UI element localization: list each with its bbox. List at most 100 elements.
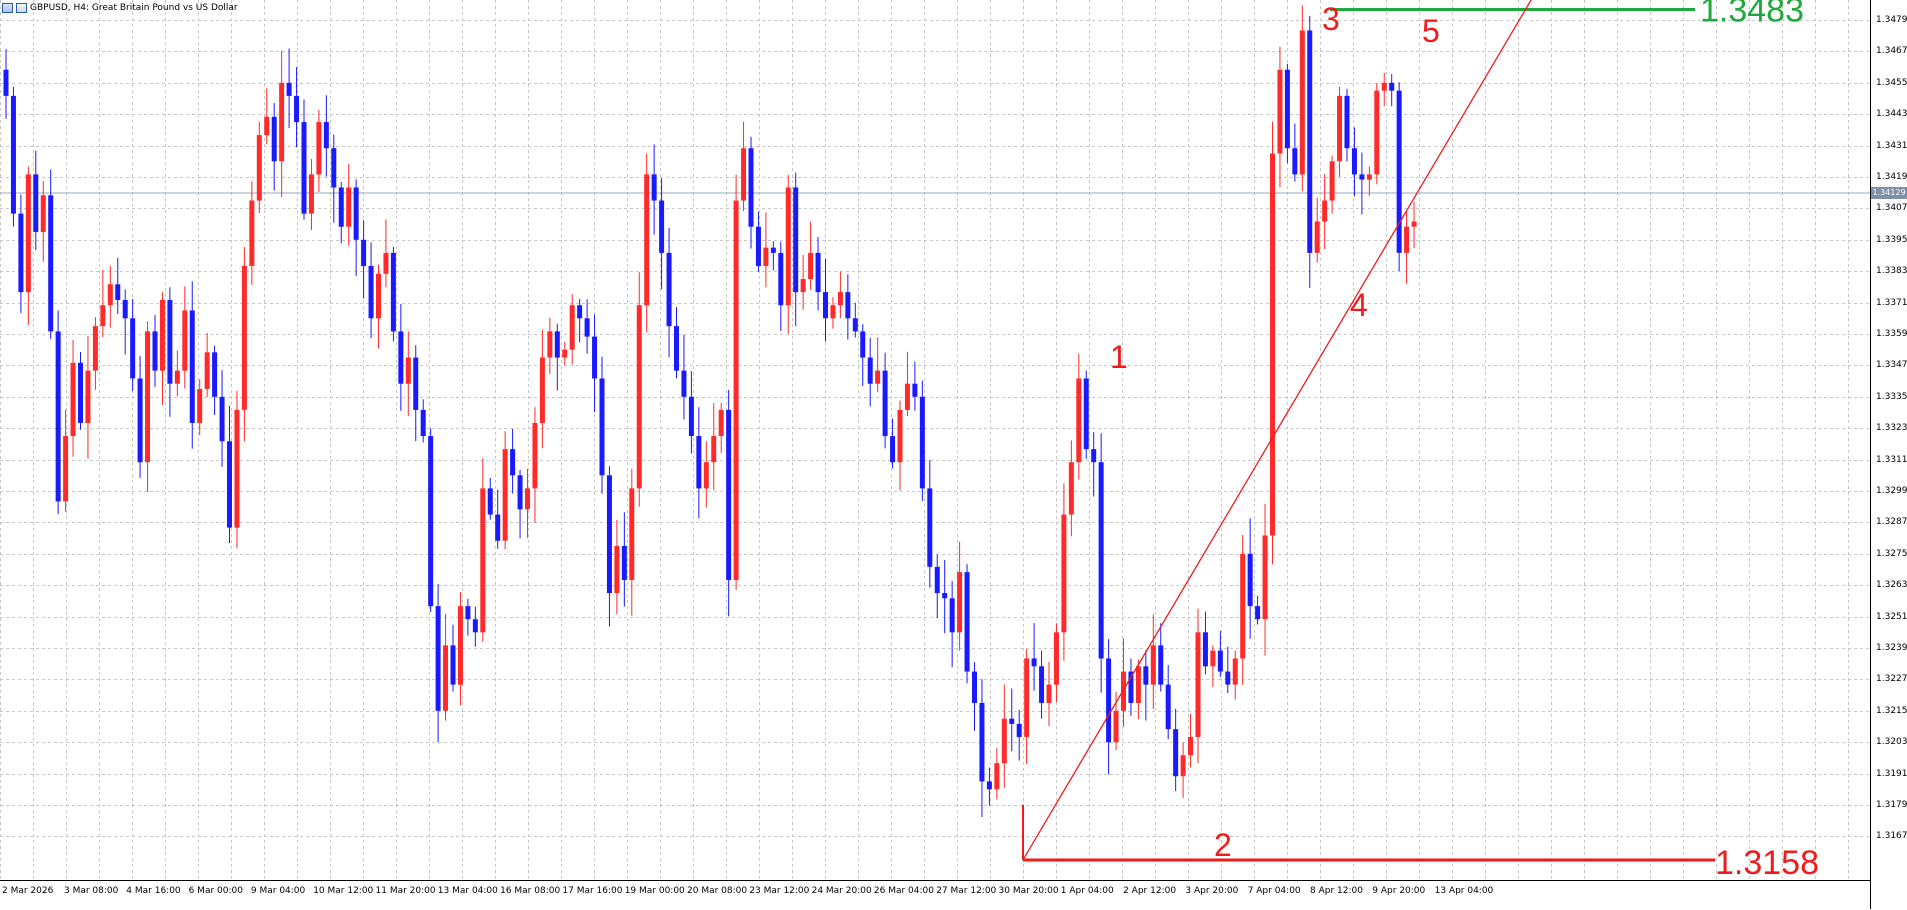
- candle-body: [323, 122, 329, 149]
- candle-body: [264, 116, 270, 136]
- time-tick: 6 Mar 00:00: [188, 886, 243, 896]
- candle-body: [122, 299, 128, 319]
- candle-body: [1381, 82, 1387, 91]
- candle-body: [1053, 632, 1059, 685]
- candle-body: [1135, 666, 1141, 703]
- candle-body: [1284, 69, 1290, 149]
- candle-body: [510, 449, 516, 476]
- price-tick: 1.32270: [1876, 674, 1907, 685]
- candle-body: [994, 763, 1000, 790]
- candle-body: [472, 619, 478, 633]
- price-tick: 1.32630: [1876, 580, 1907, 591]
- candle-body: [465, 606, 471, 620]
- time-tick: 3 Mar 08:00: [64, 886, 119, 896]
- candle-body: [569, 305, 575, 350]
- candle-body: [204, 352, 210, 389]
- candle-body: [1411, 221, 1417, 227]
- candle-body: [197, 388, 203, 423]
- candle-body: [1039, 666, 1045, 703]
- candle-body: [234, 409, 240, 528]
- candle-body: [1128, 671, 1134, 703]
- candle-body: [331, 148, 337, 188]
- candle-body: [778, 252, 784, 306]
- candle-body: [517, 475, 523, 510]
- candle-body: [420, 409, 426, 437]
- candle-body: [1240, 553, 1246, 659]
- candle-body: [115, 284, 121, 300]
- candle-body: [1061, 514, 1067, 633]
- candle-body: [63, 436, 69, 502]
- candle-body: [830, 305, 836, 319]
- candle-body: [681, 370, 687, 397]
- candle-body: [428, 436, 434, 607]
- candle-body: [1158, 645, 1164, 685]
- price-tick: 1.32510: [1876, 611, 1907, 622]
- candle-body: [92, 326, 98, 371]
- candlestick-chart[interactable]: 1.3483 1.3158 1 2 3 4 5: [0, 0, 1870, 880]
- candle-body: [227, 441, 232, 528]
- candle-body: [532, 422, 538, 489]
- price-tick: 1.32030: [1876, 737, 1907, 748]
- trade-panel-icon[interactable]: [16, 3, 27, 13]
- candle-body: [577, 305, 583, 319]
- candle-body: [860, 331, 866, 358]
- candle-body: [219, 396, 225, 442]
- time-tick: 24 Mar 20:00: [811, 886, 872, 896]
- time-tick: 13 Apr 04:00: [1434, 886, 1494, 896]
- price-tick: 1.34310: [1876, 140, 1907, 151]
- candle-body: [852, 318, 858, 332]
- candle-body: [286, 82, 292, 96]
- candle-body: [249, 200, 255, 266]
- chart-menu-icon[interactable]: [2, 3, 13, 13]
- candle-body: [592, 336, 598, 379]
- candle-body: [748, 148, 754, 227]
- time-axis[interactable]: 2 Mar 2026 3 Mar 08:00 4 Mar 16:00 6 Mar 00…: [0, 880, 1870, 910]
- candle-body: [703, 462, 709, 489]
- candle-body: [1374, 90, 1380, 175]
- candle-body: [651, 174, 657, 201]
- candle-body: [70, 362, 76, 437]
- candle-body: [875, 370, 881, 384]
- candle-body: [1046, 684, 1052, 703]
- candle-body: [457, 606, 463, 685]
- candle-body: [979, 702, 985, 782]
- time-tick: 16 Mar 08:00: [500, 886, 561, 896]
- candle-body: [10, 95, 16, 214]
- trendline: [1022, 0, 1532, 861]
- price-tick: 1.33230: [1876, 423, 1907, 434]
- price-tick: 1.34670: [1876, 46, 1907, 57]
- candle-body: [711, 436, 717, 463]
- time-tick: 8 Apr 12:00: [1310, 886, 1363, 896]
- candle-body: [1337, 95, 1343, 162]
- price-tick: 1.33950: [1876, 234, 1907, 245]
- candle-body: [726, 409, 732, 580]
- candle-body: [1359, 174, 1365, 180]
- chart-title-bar: GBPUSD, H4: Great Britain Pound vs US Do…: [2, 1, 238, 15]
- candle-body: [130, 318, 136, 379]
- price-tick: 1.33830: [1876, 266, 1907, 277]
- candle-body: [957, 572, 963, 633]
- candle-body: [890, 436, 896, 463]
- candle-body: [413, 357, 419, 410]
- candle-body: [368, 265, 374, 319]
- candle-body: [755, 226, 761, 266]
- candle-body: [301, 122, 307, 214]
- candle-body: [376, 273, 381, 319]
- candle-body: [986, 781, 992, 790]
- target-label-low: 1.3158: [1715, 844, 1819, 880]
- candle-body: [1247, 553, 1253, 607]
- candle-body: [845, 292, 851, 319]
- candle-body: [949, 598, 955, 633]
- candle-body: [934, 566, 940, 594]
- price-axis[interactable]: 1.34790 1.34670 1.34550 1.34430 1.34310 1.341…: [1870, 0, 1907, 909]
- time-tick: 17 Mar 16:00: [562, 886, 623, 896]
- candle-body: [55, 331, 61, 502]
- candle-body: [584, 318, 590, 337]
- candle-body: [606, 475, 612, 594]
- candle-body: [1292, 148, 1298, 175]
- candle-body: [1150, 645, 1156, 685]
- chart-plot-area[interactable]: 1.3483 1.3158 1 2 3 4 5: [0, 0, 1870, 880]
- candle-body: [167, 299, 173, 384]
- candle-body: [636, 305, 642, 489]
- candle-body: [1165, 684, 1171, 730]
